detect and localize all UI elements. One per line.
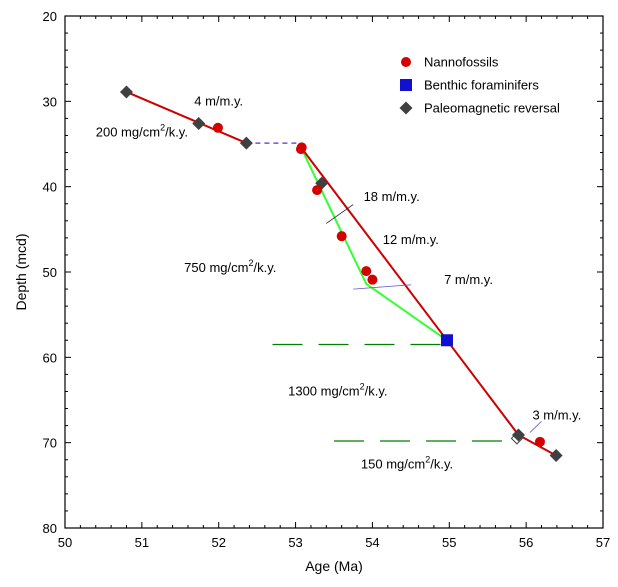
data-point (440, 334, 453, 347)
data-point (361, 266, 372, 277)
annotation: 3 m/m.y. (532, 408, 581, 423)
data-point (367, 274, 378, 285)
y-tick-label: 40 (43, 180, 57, 195)
y-tick-label: 50 (43, 265, 57, 280)
annotations: 4 m/m.y. 200 mg/cm2/k.y. 18 m/m.y. 12 m/m.y… (96, 94, 582, 472)
annotation: 1300 mg/cm2/k.y. (288, 382, 387, 399)
data-point (534, 436, 545, 447)
legend-marker (401, 57, 411, 67)
x-tick-label: 54 (365, 535, 379, 550)
series-line (300, 146, 448, 342)
x-axis-title: Age (Ma) (305, 558, 363, 574)
annotation: 750 mg/cm2/k.y. (184, 258, 276, 275)
data-point (212, 122, 223, 133)
x-tick-label: 57 (596, 535, 610, 550)
legend-label: Paleomagnetic reversal (424, 101, 560, 116)
annotation: 18 m/m.y. (364, 189, 420, 204)
data-point (336, 231, 347, 242)
y-axis-title: Depth (mcd) (13, 233, 29, 310)
legend-label: Nannofossils (424, 55, 499, 70)
data-point (511, 428, 525, 442)
legend: Nannofossils Benthic foraminifers Paleomag… (399, 55, 560, 116)
data-point (312, 185, 323, 196)
y-tick-label: 80 (43, 521, 57, 536)
axis-ticks: 50 51 52 53 54 55 56 57 20 30 40 50 60 70 80 (43, 9, 611, 550)
x-tick-label: 51 (135, 535, 149, 550)
data-point (549, 448, 563, 462)
legend-marker (399, 101, 413, 115)
y-tick-label: 70 (43, 436, 57, 451)
data-point (192, 117, 206, 131)
series-line (353, 284, 411, 290)
annotation: 150 mg/cm2/k.y. (361, 454, 453, 471)
data-marks (119, 85, 563, 462)
annotation: 12 m/m.y. (383, 232, 439, 247)
x-tick-label: 56 (519, 535, 533, 550)
data-point (119, 85, 133, 99)
series-line (126, 90, 247, 145)
x-tick-label: 53 (288, 535, 302, 550)
plot-frame (64, 15, 604, 529)
legend-label: Benthic foraminifers (424, 78, 539, 93)
y-tick-label: 60 (43, 350, 57, 365)
legend-marker (400, 79, 412, 91)
annotation: 4 m/m.y. (194, 94, 243, 109)
x-tick-label: 55 (442, 535, 456, 550)
x-tick-label: 50 (58, 535, 72, 550)
annotation: 7 m/m.y. (444, 272, 493, 287)
series-line (326, 204, 354, 224)
series-line (300, 146, 557, 457)
series-line (529, 421, 542, 433)
data-point (296, 142, 307, 153)
y-tick-label: 20 (43, 9, 57, 24)
x-tick-label: 52 (211, 535, 225, 550)
data-point (239, 136, 253, 150)
y-tick-label: 30 (43, 94, 57, 109)
annotation: 200 mg/cm2/k.y. (96, 122, 188, 139)
